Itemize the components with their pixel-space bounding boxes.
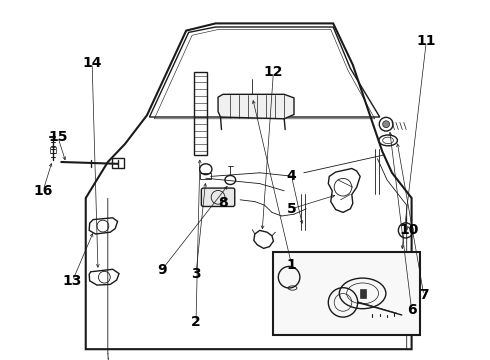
Text: 4: 4	[287, 170, 296, 183]
Text: 10: 10	[399, 224, 419, 237]
Bar	[50, 147, 56, 153]
Bar	[200, 173, 211, 179]
Text: 13: 13	[63, 274, 82, 288]
Text: 5: 5	[287, 202, 296, 216]
Text: 12: 12	[264, 65, 283, 79]
Bar	[112, 158, 124, 168]
Text: 7: 7	[419, 288, 429, 302]
Text: 3: 3	[191, 267, 201, 280]
Text: 6: 6	[407, 303, 416, 316]
FancyBboxPatch shape	[201, 188, 235, 207]
Text: 15: 15	[48, 130, 68, 144]
Text: 2: 2	[191, 315, 201, 329]
Bar	[194, 72, 207, 155]
Polygon shape	[218, 94, 294, 119]
Bar	[273, 252, 420, 335]
Text: 16: 16	[33, 184, 53, 198]
Text: 9: 9	[157, 263, 167, 277]
Text: 11: 11	[416, 35, 436, 48]
Text: 1: 1	[287, 258, 296, 271]
Text: 8: 8	[218, 197, 228, 210]
Bar	[360, 289, 366, 298]
Circle shape	[383, 121, 390, 128]
Text: 14: 14	[82, 56, 102, 70]
